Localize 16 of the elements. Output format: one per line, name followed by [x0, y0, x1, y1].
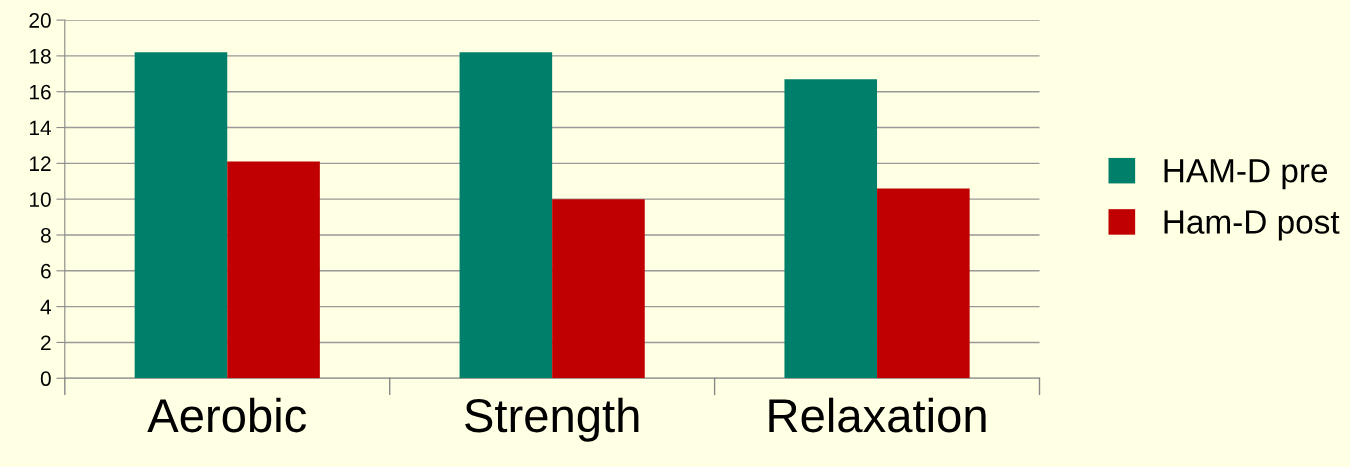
y-tick-label: 2 — [41, 335, 51, 350]
y-tick-label: 10 — [30, 192, 51, 207]
y-tick-label: 0 — [40, 371, 51, 387]
x-tick-label: Relaxation — [769, 397, 986, 433]
x-tick-label: Aerobic — [147, 397, 307, 433]
y-tick-label: 12 — [30, 156, 51, 171]
legend-label: Ham-D post — [1164, 210, 1340, 241]
y-tick-label: 4 — [40, 299, 51, 315]
y-tick-label: 16 — [30, 84, 51, 100]
y-tick-label: 6 — [41, 263, 51, 279]
y-tick-label: 14 — [30, 120, 51, 136]
y-tick-label: 18 — [30, 48, 51, 64]
x-tick-label: Strength — [465, 397, 639, 442]
y-tick-label: 20 — [29, 13, 51, 28]
y-tick-label: 8 — [40, 228, 51, 243]
legend-label: HAM-D pre — [1164, 159, 1328, 190]
